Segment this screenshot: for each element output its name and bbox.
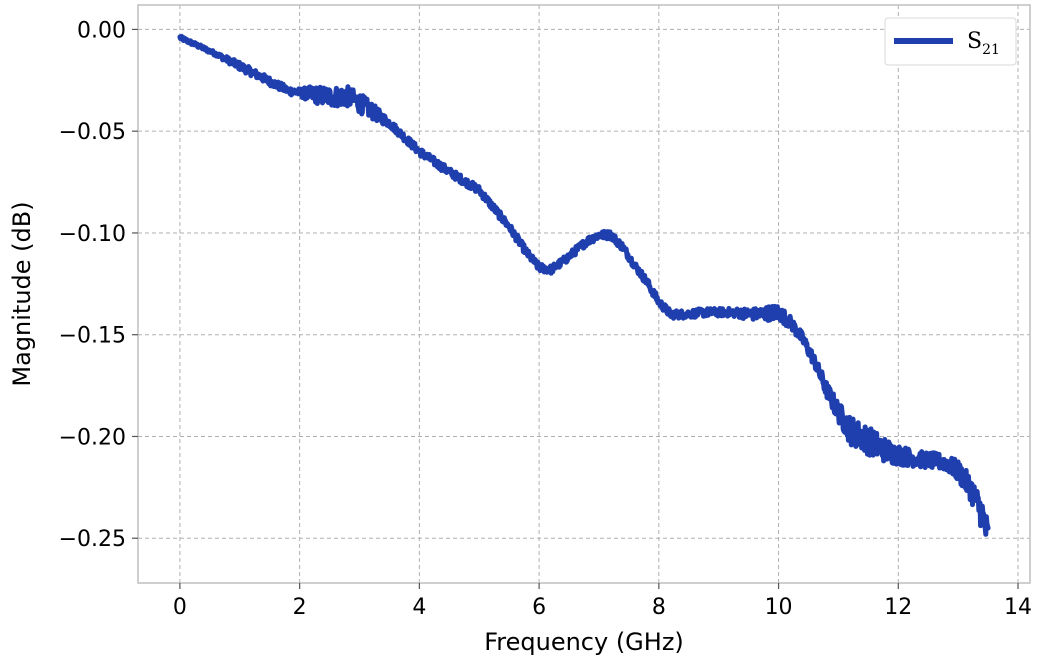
y-tick-label: −0.20 xyxy=(59,425,126,450)
grid xyxy=(138,5,1030,583)
legend-label-main: S xyxy=(967,29,982,54)
plot-frame xyxy=(137,4,1031,584)
x-tick-label: 6 xyxy=(532,595,546,620)
y-tick-label: −0.05 xyxy=(59,120,126,145)
x-tick-label: 4 xyxy=(412,595,426,620)
y-tick-label: −0.25 xyxy=(59,527,126,552)
y-tick-label: 0.00 xyxy=(77,18,126,43)
legend: S21 xyxy=(884,17,1017,66)
x-tick-label: 10 xyxy=(765,595,793,620)
y-axis-ticks: 0.00 −0.05 −0.10 −0.15 −0.20 −0.25 xyxy=(59,18,138,552)
legend-label-s21: S21 xyxy=(967,29,1000,58)
x-tick-label: 12 xyxy=(884,595,912,620)
x-tick-label: 8 xyxy=(652,595,666,620)
y-tick-label: −0.15 xyxy=(59,324,126,349)
x-tick-label: 2 xyxy=(293,595,307,620)
x-axis-title: Frequency (GHz) xyxy=(484,628,684,656)
series-layer xyxy=(177,33,991,537)
series-line-s21 xyxy=(177,33,991,537)
x-axis-ticks: 0 2 4 6 8 10 12 14 xyxy=(173,583,1032,620)
x-tick-label: 14 xyxy=(1004,595,1032,620)
y-tick-label: −0.10 xyxy=(59,222,126,247)
x-tick-label: 0 xyxy=(173,595,187,620)
plot-area xyxy=(138,5,1030,583)
y-axis-title: Magnitude (dB) xyxy=(8,201,36,386)
legend-label-subscript: 21 xyxy=(982,42,1000,58)
